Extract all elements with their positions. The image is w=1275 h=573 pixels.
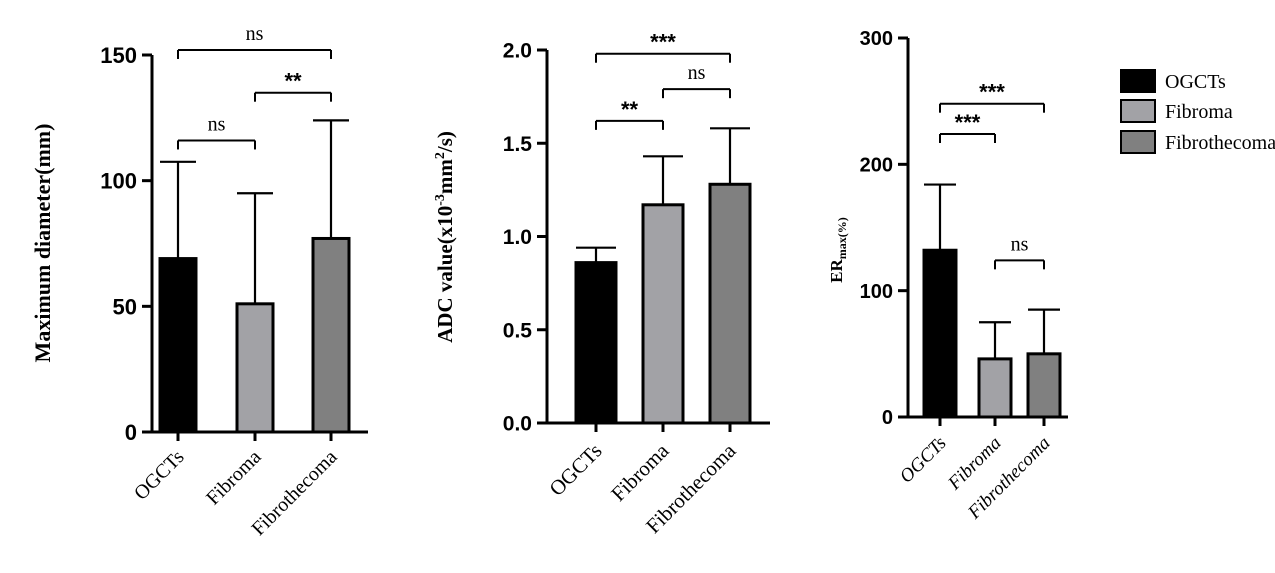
y-axis-label: Maximum diameter(mm) bbox=[30, 124, 55, 363]
legend-entry-fibrothecoma: Fibrothecoma bbox=[1120, 130, 1275, 154]
legend-entry-ogcts: OGCTs bbox=[1120, 69, 1226, 93]
category-label-ogcts: OGCTs bbox=[896, 433, 951, 488]
legend-entry-fibroma: Fibroma bbox=[1120, 99, 1233, 123]
significance-label: ns bbox=[246, 23, 264, 45]
category-label-fibroma: Fibroma bbox=[202, 446, 266, 510]
significance-label: ns bbox=[208, 113, 226, 135]
legend-swatch-fibrothecoma bbox=[1120, 130, 1156, 154]
y-tick-label: 100 bbox=[100, 169, 137, 194]
y-tick-label: 150 bbox=[100, 43, 137, 68]
bar-ogcts bbox=[922, 248, 958, 419]
category-label-ogcts: OGCTs bbox=[130, 446, 189, 505]
significance-label: *** bbox=[979, 80, 1005, 105]
y-tick-label: 1.5 bbox=[503, 133, 533, 156]
y-tick-label: 200 bbox=[860, 155, 893, 177]
y-tick-label: 0 bbox=[125, 420, 137, 445]
category-label-ogcts: OGCTs bbox=[544, 439, 606, 501]
y-axis-label: ADC value(x10-3mm2/s) bbox=[433, 131, 457, 343]
category-label-fibroma: Fibroma bbox=[606, 438, 674, 506]
y-tick-label: 0 bbox=[882, 407, 893, 429]
ermax-chart: 0100200300OGCTsFibromaFibrothecoma******… bbox=[827, 28, 1068, 524]
y-tick-label: 300 bbox=[860, 28, 893, 50]
y-tick-label: 0.0 bbox=[503, 413, 532, 436]
legend-label-fibroma: Fibroma bbox=[1165, 101, 1233, 123]
y-tick-label: 2.0 bbox=[503, 40, 532, 63]
y-tick-label: 100 bbox=[860, 281, 893, 303]
significance-label: ** bbox=[284, 69, 302, 94]
significance-label: *** bbox=[650, 30, 676, 55]
bar-fibroma bbox=[641, 203, 685, 425]
y-tick-label: 1.0 bbox=[503, 226, 532, 249]
significance-label: ns bbox=[1011, 233, 1029, 255]
bar-fibroma bbox=[235, 302, 275, 434]
bar-fibroma bbox=[977, 357, 1013, 419]
legend-swatch-fibroma bbox=[1120, 99, 1156, 123]
significance-label: ** bbox=[621, 97, 639, 122]
significance-label: *** bbox=[955, 110, 981, 135]
bar-ogcts bbox=[574, 261, 618, 425]
legend-swatch-ogcts bbox=[1120, 69, 1156, 93]
y-tick-label: 50 bbox=[113, 294, 137, 319]
y-axis-label: ERmax(%) bbox=[827, 217, 849, 283]
legend-label-fibrothecoma: Fibrothecoma bbox=[1165, 132, 1275, 154]
bar-ogcts bbox=[158, 257, 198, 434]
bar-fibrothecoma bbox=[708, 182, 752, 425]
y-tick-label: 0.5 bbox=[503, 319, 533, 342]
legend-label-ogcts: OGCTs bbox=[1165, 71, 1226, 93]
bar-fibrothecoma bbox=[1026, 352, 1062, 419]
bar-fibrothecoma bbox=[311, 236, 351, 434]
significance-label: ns bbox=[688, 62, 706, 84]
legend: OGCTs Fibroma Fibrothecoma bbox=[1120, 69, 1275, 154]
